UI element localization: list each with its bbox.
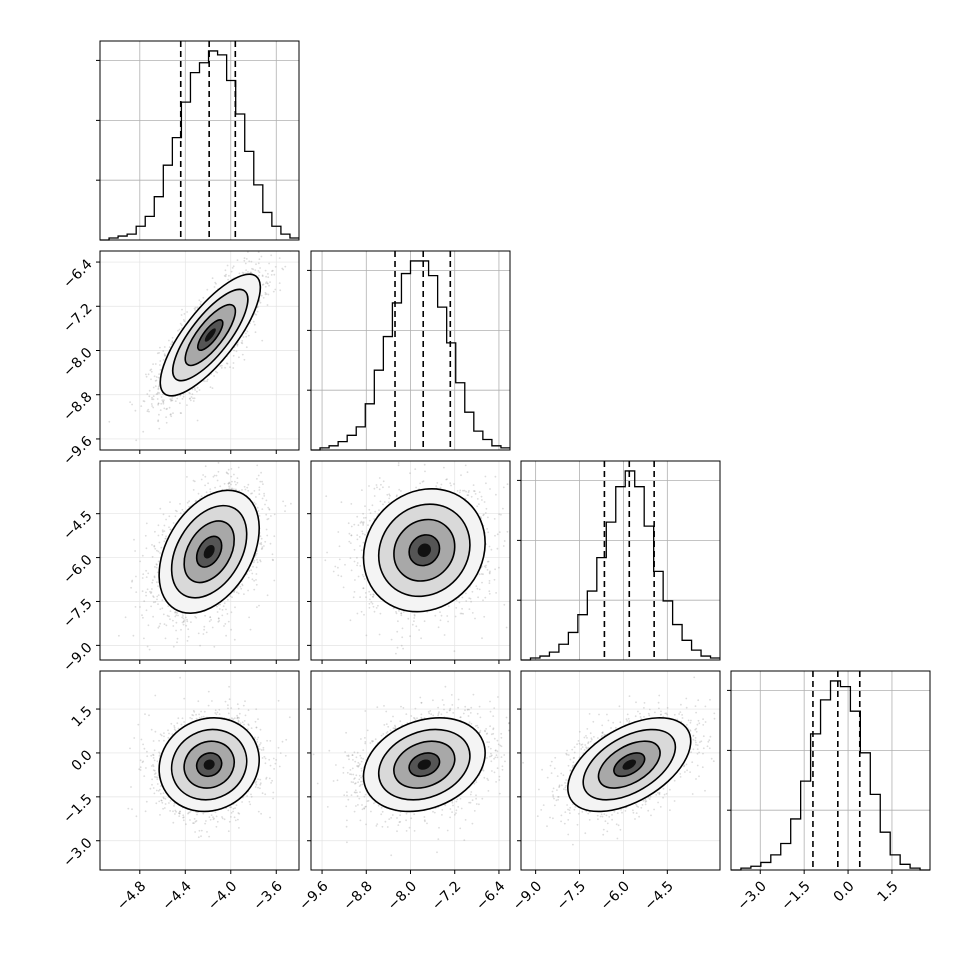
- scatter-panel-3-2: [517, 670, 721, 874]
- hist-panel-2: [517, 460, 721, 661]
- x-tick-label: −4.4: [160, 878, 195, 913]
- density-fill-4: [204, 328, 216, 342]
- contour-line-2: [582, 728, 677, 801]
- density-fill-4: [417, 543, 432, 558]
- y-tick-label: −8.0: [60, 345, 95, 380]
- contour-line-1: [184, 303, 237, 367]
- contour-line-2: [377, 728, 471, 801]
- y-tick-label: −6.0: [60, 552, 95, 587]
- contour-line-0: [613, 752, 646, 778]
- contour-line-0: [196, 319, 224, 352]
- y-tick-label: 0.0: [69, 747, 96, 774]
- scatter-panel-2-0: [96, 460, 300, 664]
- y-tick-label: −1.5: [60, 791, 95, 826]
- y-tick-label: −9.6: [60, 433, 95, 468]
- y-tick-label: −8.8: [60, 389, 95, 424]
- panel-frame: [310, 460, 511, 661]
- panel-frame: [99, 40, 300, 241]
- panel-frame: [99, 670, 300, 871]
- y-tick-label: −6.4: [60, 256, 95, 291]
- y-tick-label: 1.5: [69, 703, 96, 730]
- x-tick-label: −9.6: [296, 878, 331, 913]
- histogram-3: [731, 680, 930, 871]
- panel-frame: [520, 670, 721, 871]
- x-tick-label: −3.6: [251, 878, 286, 913]
- x-tick-label: −3.0: [735, 878, 770, 913]
- contour-line-3: [158, 717, 260, 813]
- x-tick-label: −8.8: [341, 878, 376, 913]
- contour-line-3: [567, 717, 692, 813]
- x-tick-label: 0.0: [831, 878, 858, 905]
- hist-panel-0: [96, 40, 300, 241]
- panel-frame: [310, 250, 511, 451]
- hist-panel-1: [307, 250, 511, 451]
- contour-line-2: [170, 728, 248, 801]
- panel-frame: [99, 250, 300, 451]
- contour-line-1: [393, 740, 456, 789]
- contour-line-3: [362, 488, 486, 613]
- panel-frame: [99, 460, 300, 661]
- contour-line-0: [195, 535, 223, 568]
- x-tick-label: −6.4: [473, 878, 508, 913]
- contour-line-1: [597, 740, 661, 789]
- contour-line-0: [408, 534, 441, 567]
- x-tick-label: −1.5: [778, 878, 813, 913]
- contour-line-3: [362, 717, 486, 813]
- scatter-panel-2-1: [307, 460, 511, 664]
- scatter-panel-3-0: [96, 670, 300, 874]
- density-fill-4: [417, 759, 432, 770]
- y-tick-label: −7.2: [60, 301, 95, 336]
- y-tick-label: −3.0: [60, 835, 95, 870]
- panel-frame: [730, 670, 931, 871]
- x-tick-label: −6.0: [598, 878, 633, 913]
- x-tick-label: −4.0: [205, 878, 240, 913]
- contour-line-3: [159, 273, 262, 397]
- histogram-0: [100, 50, 299, 241]
- x-tick-label: −4.8: [114, 878, 149, 913]
- contour-line-1: [393, 518, 456, 582]
- contour-line-1: [183, 740, 235, 789]
- y-tick-label: −7.5: [60, 596, 95, 631]
- density-fill-4: [203, 544, 215, 559]
- scatter-panel-1-0: [96, 250, 300, 454]
- y-tick-label: −4.5: [60, 508, 95, 543]
- panel-frame: [310, 670, 511, 871]
- panel-frame: [520, 460, 721, 661]
- scatter-panel-3-1: [307, 670, 511, 874]
- x-tick-label: −4.5: [642, 878, 677, 913]
- density-fill-4: [203, 759, 215, 770]
- x-tick-label: 1.5: [875, 878, 902, 905]
- contour-line-2: [170, 504, 248, 599]
- histogram-1: [311, 260, 510, 451]
- y-tick-label: −9.0: [60, 640, 95, 675]
- x-tick-label: −9.0: [510, 878, 545, 913]
- x-tick-label: −8.0: [385, 878, 420, 913]
- contour-line-2: [171, 288, 249, 382]
- histogram-2: [521, 470, 720, 661]
- contour-line-0: [195, 752, 223, 778]
- contour-line-2: [377, 503, 471, 598]
- contour-line-3: [158, 489, 260, 614]
- contour-line-0: [408, 752, 441, 778]
- x-tick-label: −7.2: [429, 878, 464, 913]
- contour-line-1: [183, 520, 235, 584]
- x-tick-label: −7.5: [554, 878, 589, 913]
- hist-panel-3: [727, 670, 931, 871]
